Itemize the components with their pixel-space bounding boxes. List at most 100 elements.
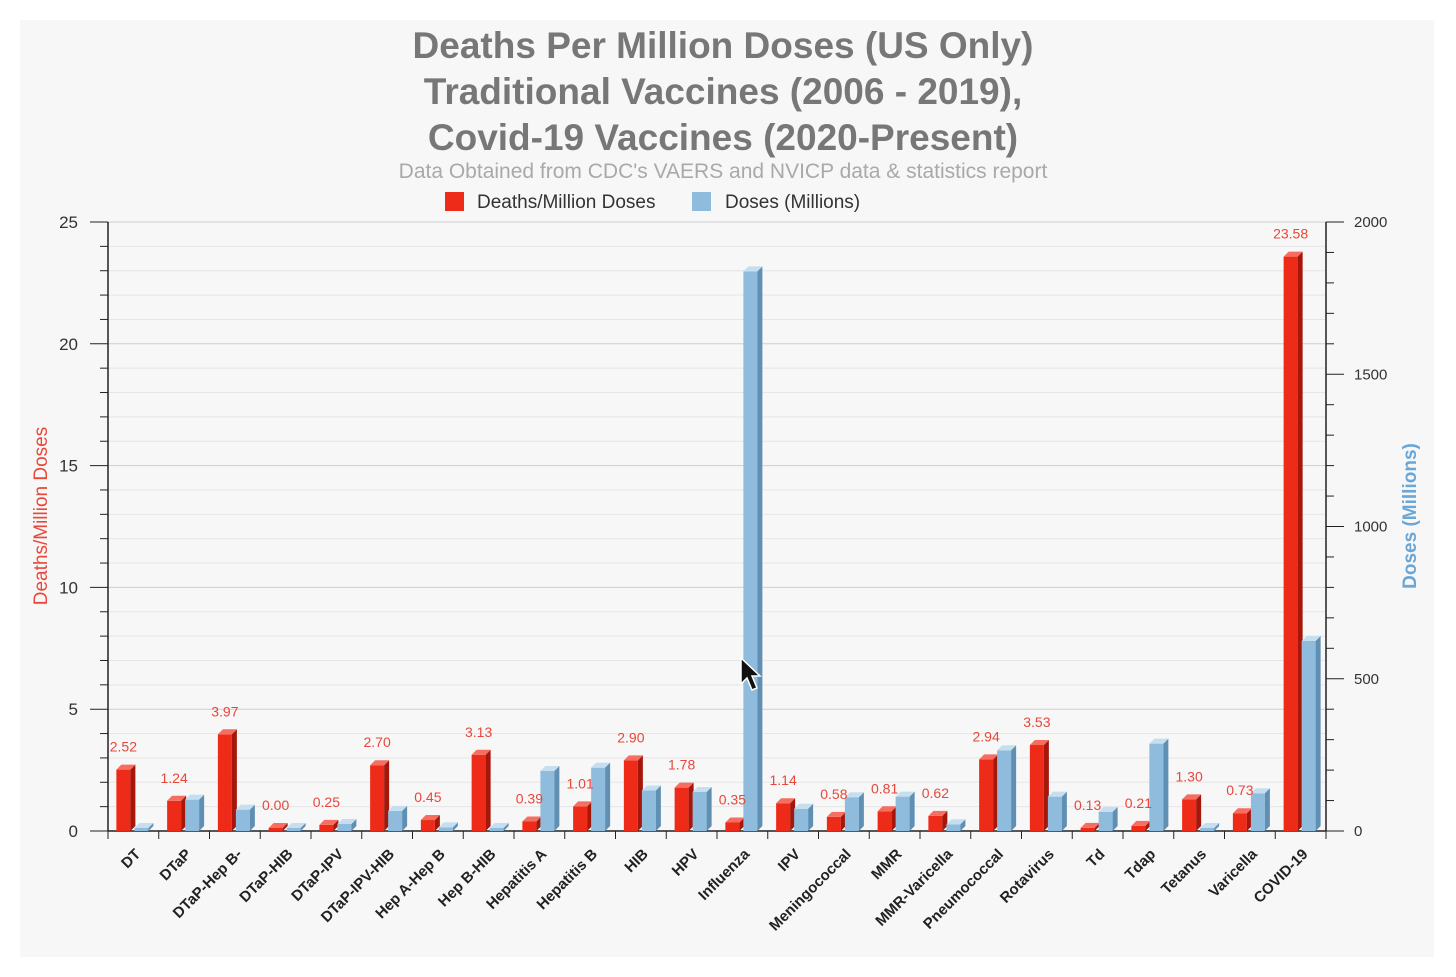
deaths-bar-top [877,806,897,812]
y-left-tick-label: 20 [59,335,78,354]
category-label: Rotavirus [997,846,1058,907]
deaths-bar [116,764,136,831]
deaths-bar-face [268,828,283,831]
doses-bar-face [1047,796,1062,831]
doses-bar-side [909,791,915,831]
doses-bar [489,823,509,831]
deaths-bar-face [928,815,943,831]
deaths-bar-side [231,729,237,831]
doses-bar-top [388,805,408,811]
deaths-bar [1283,251,1303,832]
doses-bar-top [946,819,966,825]
doses-bar-side [706,787,712,831]
deaths-bar-top [776,798,796,804]
category-label: HPV [669,846,703,880]
category-label: DTaP [157,846,195,884]
deaths-bar-top [979,754,999,760]
deaths-bar-top [420,815,440,821]
legend-swatch-deaths [445,192,464,211]
doses-bar [185,794,205,831]
category-label: DT [118,846,144,872]
doses-bar-face [1250,793,1265,831]
data-label-deaths: 0.45 [414,789,441,805]
deaths-bar [826,811,846,831]
deaths-bar-side [688,782,694,831]
deaths-bar-face [319,824,334,831]
doses-bar-face [1200,828,1215,831]
doses-bar-side [1315,635,1321,831]
chart-subtitle: Data Obtained from CDC's VAERS and NVICP… [399,160,1048,183]
doses-bar-side [300,823,306,831]
category-label: Tdap [1122,846,1159,883]
doses-bar-top [1149,738,1169,744]
doses-bar-top [134,823,154,828]
doses-bar [286,823,306,831]
y-right-tick-label: 500 [1354,671,1379,688]
data-label-deaths: 1.01 [567,775,594,791]
deaths-bar-face [1131,825,1146,831]
gridlines [108,221,1326,808]
deaths-bar-face [217,734,232,831]
doses-bar-face [134,828,149,831]
y-left-tick-label: 5 [69,700,78,719]
doses-bar-face [185,799,200,831]
chart-panel: Deaths Per Million Doses (US Only) Tradi… [20,20,1434,957]
deaths-bar [471,749,491,831]
deaths-bar-top [1080,822,1100,828]
axes: 0 5 10 15 20 25 0 500 1000 1500 2000 [59,213,1387,841]
deaths-bar-side [1094,822,1100,831]
doses-bar-top [337,818,357,824]
deaths-bar-side [536,816,542,831]
doses-bar [540,766,560,831]
doses-bar-top [591,762,611,768]
y-right-tick-label: 1500 [1354,366,1387,383]
doses-bar-side [808,803,814,831]
y-left-tick-label: 25 [59,213,78,232]
deaths-bar [370,760,390,831]
doses-bar-face [1149,743,1164,831]
doses-bar-face [235,809,250,831]
doses-bar [1250,788,1270,831]
doses-bar-side [1112,806,1118,831]
deaths-bar-face [471,754,486,831]
doses-bar-top [1200,823,1220,828]
doses-bar-side [655,785,661,831]
data-label-deaths: 1.30 [1176,768,1203,784]
category-label: IPV [775,846,804,875]
deaths-bar-top [1182,794,1202,800]
deaths-bar-side [485,749,491,831]
deaths-bar-side [1043,740,1049,831]
legend-label-doses: Doses (Millions) [725,192,860,213]
deaths-bar [573,801,593,831]
doses-bar-face [692,792,707,831]
data-label-deaths: 3.97 [211,703,238,719]
deaths-bar [217,729,237,831]
data-label-deaths: 0.21 [1125,795,1152,811]
doses-bar-face [946,824,961,831]
data-label-deaths: 0.00 [262,797,289,813]
deaths-bar-side [993,754,999,831]
deaths-bar-top [1029,740,1049,746]
doses-bar-top [540,766,560,772]
data-label-deaths: 0.58 [820,786,847,802]
category-label: MMR [868,846,905,883]
doses-bar-side [605,762,611,831]
y-axis-right-title: Doses (Millions) [1400,443,1421,589]
deaths-bar [1131,820,1151,831]
category-label: Tetanus [1158,846,1210,898]
deaths-bar [776,798,796,831]
doses-bar [388,805,408,831]
deaths-bar-face [826,816,841,831]
doses-bar-face [641,790,656,831]
deaths-bar-top [725,817,745,823]
deaths-bar-face [116,769,131,831]
data-label-deaths: 2.70 [364,734,391,750]
deaths-bar [319,819,339,831]
doses-bar-side [554,766,560,831]
category-label: Influenza [695,845,753,903]
doses-bar [844,792,864,831]
data-label-deaths: 1.14 [770,772,797,788]
data-label-deaths: 1.78 [668,757,695,773]
deaths-bar-top [623,755,643,761]
deaths-bar [420,815,440,831]
